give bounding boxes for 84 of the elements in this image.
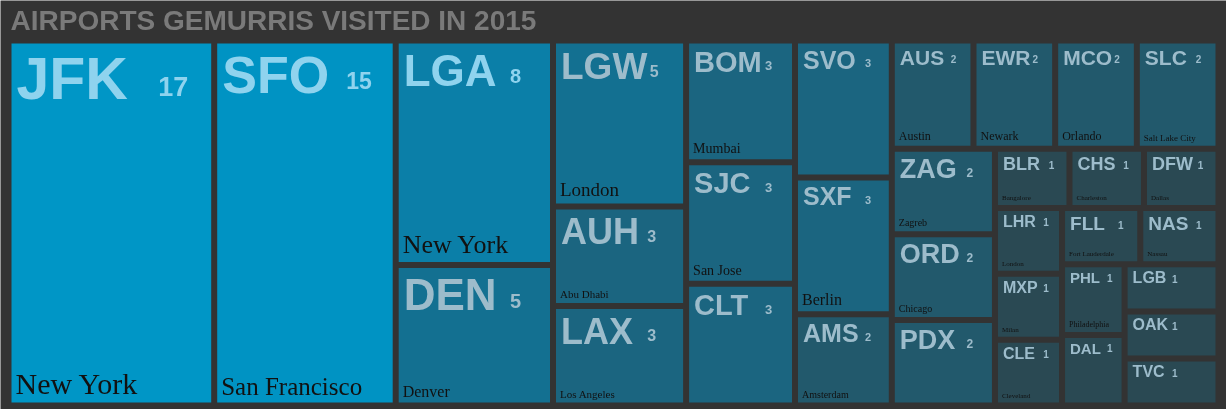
text: London — [560, 179, 620, 201]
data-label: 3 — [765, 301, 773, 317]
data-label: 2 — [950, 53, 957, 65]
text: Newark — [980, 128, 1019, 143]
category-label: JFK — [16, 45, 129, 112]
category-label: OAK — [1132, 316, 1169, 334]
data-label: 1 — [1172, 367, 1179, 379]
data-label: 1 — [1107, 272, 1114, 284]
data-label: 2 — [966, 337, 974, 352]
text: Abu Dhabi — [560, 287, 609, 300]
category-label: BLR — [1002, 153, 1040, 174]
category-label: CLE — [1002, 344, 1036, 362]
text: AIRPORTS GEMURRIS VISITED IN 2015 — [10, 4, 537, 36]
data-label: 2 — [1114, 53, 1121, 65]
text: Austin — [898, 128, 931, 143]
category-label: SVO — [803, 45, 856, 74]
category-label: LGA — [403, 45, 497, 95]
text: New York — [402, 230, 509, 260]
data-label: 3 — [865, 193, 872, 206]
text: San Francisco — [221, 372, 363, 400]
category-label: AUH — [561, 211, 639, 253]
data-label: 1 — [1048, 160, 1055, 172]
text: New York — [15, 366, 138, 400]
data-label: 2 — [1032, 53, 1039, 65]
category-label: AMS — [803, 319, 859, 348]
text: Zagreb — [898, 217, 928, 229]
data-label: 2 — [1195, 53, 1202, 65]
text: Salt Lake City — [1143, 132, 1196, 143]
category-label: DAL — [1070, 339, 1101, 357]
category-label: AUS — [899, 45, 945, 69]
category-label: LAX — [561, 310, 633, 352]
data-label: 1 — [1196, 220, 1203, 232]
category-label: PDX — [899, 324, 956, 355]
text: Berlin — [802, 291, 842, 309]
category-label: SJC — [694, 167, 751, 200]
category-label: CLT — [694, 288, 749, 321]
data-label: 8 — [510, 65, 522, 88]
category-label: MCO — [1063, 45, 1113, 69]
category-label: SFO — [222, 45, 330, 104]
text: Mumbai — [693, 141, 741, 157]
data-label: 2 — [966, 251, 974, 266]
data-label: 1 — [1172, 273, 1179, 285]
data-label: 1 — [1197, 160, 1204, 172]
data-label: 3 — [765, 58, 773, 74]
category-label: DFW — [1151, 153, 1193, 174]
text: San Jose — [693, 262, 742, 278]
category-label: ORD — [899, 239, 960, 270]
data-label: 1 — [1043, 217, 1050, 229]
data-label: 3 — [647, 227, 657, 245]
data-label: 1 — [1123, 160, 1130, 172]
category-label: CHS — [1077, 153, 1116, 174]
data-label: 1 — [1117, 220, 1124, 232]
category-label: BOM — [694, 45, 762, 78]
data-label: 1 — [1043, 283, 1050, 295]
category-label: LHR — [1002, 212, 1037, 230]
data-label: 2 — [865, 330, 872, 343]
data-label: 5 — [649, 62, 659, 80]
data-label: 3 — [865, 56, 872, 69]
category-label: MXP — [1002, 278, 1038, 296]
category-label: NAS — [1148, 212, 1189, 234]
category-label: FLL — [1070, 212, 1106, 234]
data-label: 1 — [1172, 320, 1179, 332]
data-label: 3 — [647, 327, 657, 345]
text: Orlando — [1062, 128, 1102, 143]
text: Los Angeles — [560, 387, 615, 400]
data-label: 1 — [1043, 349, 1050, 361]
data-label: 17 — [158, 71, 189, 102]
text: Denver — [402, 382, 450, 400]
category-label: PHL — [1070, 269, 1101, 287]
category-label: DEN — [403, 270, 497, 320]
category-label: LGB — [1132, 269, 1167, 287]
data-label: 3 — [765, 179, 773, 195]
data-label: 1 — [1107, 343, 1114, 355]
category-label: SLC — [1144, 45, 1187, 69]
text: Amsterdam — [802, 388, 849, 400]
data-label: 15 — [346, 68, 373, 95]
text: Chicago — [898, 302, 933, 314]
category-label: ZAG — [899, 153, 957, 184]
category-label: EWR — [981, 45, 1031, 69]
data-label: 5 — [510, 289, 522, 312]
category-label: TVC — [1132, 363, 1166, 381]
data-label: 2 — [966, 165, 974, 180]
category-label: LGW — [561, 45, 648, 87]
category-label: SXF — [803, 182, 852, 211]
